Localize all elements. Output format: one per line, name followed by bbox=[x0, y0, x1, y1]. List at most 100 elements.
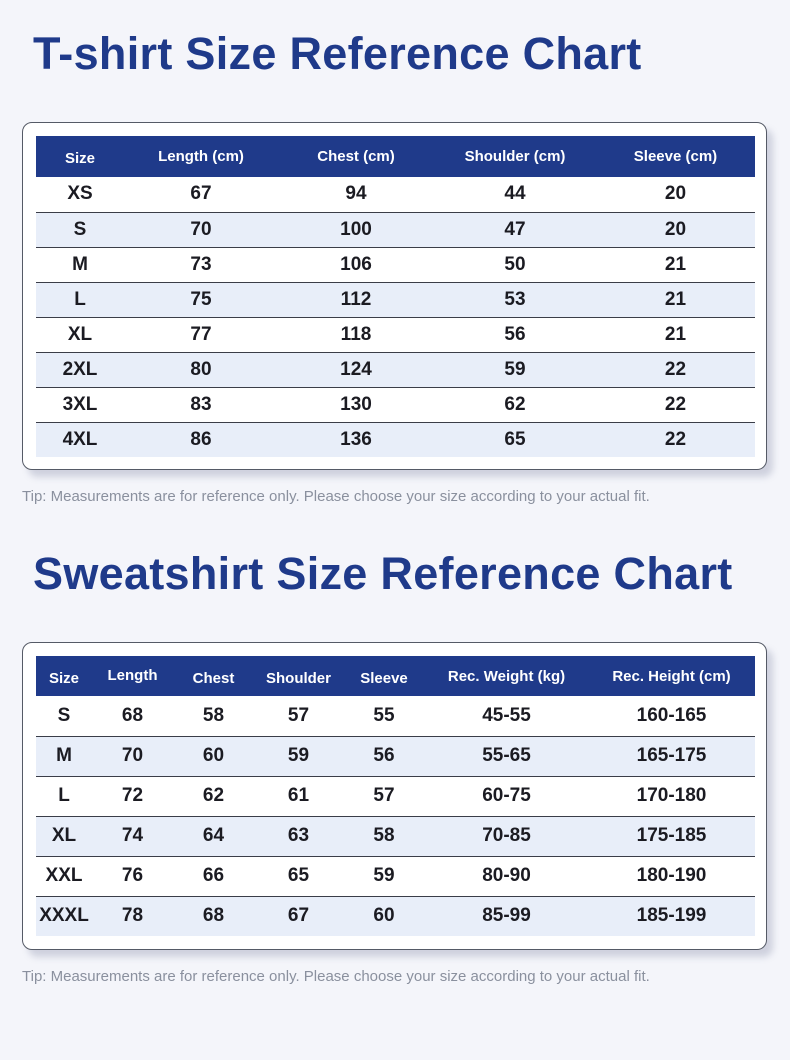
chest-cell: 64 bbox=[173, 815, 254, 856]
rec-weight-cell: 45-55 bbox=[482, 704, 531, 726]
chest-cell: 58 bbox=[202, 704, 225, 726]
table-row: 3XL 83 130 62 22 bbox=[36, 386, 755, 422]
rec-height-cell: 180-190 bbox=[588, 855, 755, 896]
table-row: XS 67 94 44 20 bbox=[36, 177, 755, 212]
rec-weight-cell: 85-99 bbox=[425, 895, 588, 936]
rec-height-cell: 175-185 bbox=[588, 815, 755, 856]
column-header-rec-weight: Rec. Weight (kg) bbox=[447, 667, 566, 685]
sleeve-cell: 20 bbox=[596, 211, 755, 247]
table-row: M 70 60 59 56 55-65 165-175 bbox=[36, 735, 755, 776]
sleeve-cell: 57 bbox=[343, 775, 425, 816]
size-cell: XXXL bbox=[36, 895, 92, 936]
length-cell: 70 bbox=[124, 211, 278, 247]
shoulder-cell: 50 bbox=[434, 246, 596, 282]
length-cell: 75 bbox=[124, 281, 278, 317]
size-cell: XL bbox=[36, 815, 92, 856]
sleeve-cell: 59 bbox=[343, 855, 425, 896]
size-cell: S bbox=[57, 704, 71, 726]
sleeve-cell: 21 bbox=[596, 246, 755, 282]
size-cell: 3XL bbox=[36, 386, 124, 422]
chest-cell: 124 bbox=[278, 351, 434, 387]
length-cell: 70 bbox=[92, 735, 173, 776]
length-cell: 67 bbox=[190, 183, 212, 205]
length-cell: 78 bbox=[92, 895, 173, 936]
chest-cell: 62 bbox=[173, 775, 254, 816]
sleeve-cell: 22 bbox=[596, 351, 755, 387]
table-header-row: Size Length (cm) Chest (cm) Shoulder (cm… bbox=[36, 136, 755, 177]
column-header-rec-height: Rec. Height (cm) bbox=[612, 667, 731, 685]
length-cell: 74 bbox=[92, 815, 173, 856]
sweatshirt-chart-title: Sweatshirt Size Reference Chart bbox=[33, 548, 733, 599]
shoulder-cell: 44 bbox=[504, 183, 526, 205]
column-header-sleeve: Sleeve (cm) bbox=[633, 148, 718, 165]
table-row: XXL 76 66 65 59 80-90 180-190 bbox=[36, 855, 755, 896]
column-header-sleeve: Sleeve bbox=[360, 669, 408, 687]
shoulder-cell: 65 bbox=[254, 855, 343, 896]
table-row: XXXL 78 68 67 60 85-99 185-199 bbox=[36, 895, 755, 936]
shoulder-cell: 65 bbox=[434, 421, 596, 457]
table-row: 2XL 80 124 59 22 bbox=[36, 351, 755, 387]
size-cell: XXL bbox=[36, 855, 92, 896]
chest-cell: 94 bbox=[345, 183, 367, 205]
shoulder-cell: 63 bbox=[254, 815, 343, 856]
shoulder-cell: 67 bbox=[254, 895, 343, 936]
rec-height-cell: 165-175 bbox=[588, 735, 755, 776]
tshirt-size-card: Size Length (cm) Chest (cm) Shoulder (cm… bbox=[22, 122, 767, 470]
rec-weight-cell: 60-75 bbox=[425, 775, 588, 816]
size-cell: S bbox=[36, 211, 124, 247]
length-cell: 68 bbox=[121, 704, 144, 726]
table-row: 4XL 86 136 65 22 bbox=[36, 421, 755, 457]
table-row: L 75 112 53 21 bbox=[36, 281, 755, 317]
rec-height-cell: 160-165 bbox=[636, 704, 707, 726]
sleeve-cell: 20 bbox=[664, 183, 687, 205]
table-row: L 72 62 61 57 60-75 170-180 bbox=[36, 775, 755, 816]
rec-height-cell: 185-199 bbox=[588, 895, 755, 936]
length-cell: 80 bbox=[124, 351, 278, 387]
shoulder-cell: 62 bbox=[434, 386, 596, 422]
table-row: XL 74 64 63 58 70-85 175-185 bbox=[36, 815, 755, 856]
rec-height-cell: 170-180 bbox=[588, 775, 755, 816]
column-header-length: Length bbox=[107, 666, 158, 684]
chest-cell: 60 bbox=[173, 735, 254, 776]
length-cell: 86 bbox=[124, 421, 278, 457]
rec-weight-cell: 80-90 bbox=[425, 855, 588, 896]
chest-cell: 118 bbox=[278, 316, 434, 352]
column-header-chest: Chest bbox=[192, 669, 235, 687]
size-cell: 2XL bbox=[36, 351, 124, 387]
size-cell: L bbox=[36, 281, 124, 317]
tshirt-fit-tip: Tip: Measurements are for reference only… bbox=[22, 488, 650, 505]
sleeve-cell: 22 bbox=[596, 386, 755, 422]
shoulder-cell: 53 bbox=[434, 281, 596, 317]
table-row: M 73 106 50 21 bbox=[36, 246, 755, 282]
table-row: S 70 100 47 20 bbox=[36, 211, 755, 247]
sleeve-cell: 55 bbox=[373, 704, 395, 726]
chest-cell: 106 bbox=[278, 246, 434, 282]
column-header-size: Size bbox=[64, 149, 95, 167]
tshirt-chart-title: T-shirt Size Reference Chart bbox=[33, 28, 642, 79]
shoulder-cell: 61 bbox=[254, 775, 343, 816]
chest-cell: 66 bbox=[173, 855, 254, 896]
sleeve-cell: 21 bbox=[596, 316, 755, 352]
table-header-row: Size Length Chest Shoulder Sleeve Rec. W… bbox=[36, 656, 755, 696]
shoulder-cell: 56 bbox=[434, 316, 596, 352]
size-cell: M bbox=[36, 246, 124, 282]
shoulder-cell: 47 bbox=[434, 211, 596, 247]
column-header-chest: Chest (cm) bbox=[317, 148, 395, 165]
size-cell: XS bbox=[67, 183, 93, 205]
length-cell: 77 bbox=[124, 316, 278, 352]
table-row: XL 77 118 56 21 bbox=[36, 316, 755, 352]
sleeve-cell: 21 bbox=[596, 281, 755, 317]
column-header-shoulder: Shoulder bbox=[265, 669, 331, 687]
shoulder-cell: 59 bbox=[434, 351, 596, 387]
size-cell: M bbox=[36, 735, 92, 776]
chest-cell: 112 bbox=[278, 281, 434, 317]
tshirt-size-table: Size Length (cm) Chest (cm) Shoulder (cm… bbox=[36, 136, 755, 457]
shoulder-cell: 59 bbox=[254, 735, 343, 776]
chest-cell: 100 bbox=[278, 211, 434, 247]
sleeve-cell: 58 bbox=[343, 815, 425, 856]
length-cell: 73 bbox=[124, 246, 278, 282]
size-cell: L bbox=[36, 775, 92, 816]
chest-cell: 130 bbox=[278, 386, 434, 422]
sleeve-cell: 60 bbox=[343, 895, 425, 936]
rec-weight-cell: 55-65 bbox=[425, 735, 588, 776]
